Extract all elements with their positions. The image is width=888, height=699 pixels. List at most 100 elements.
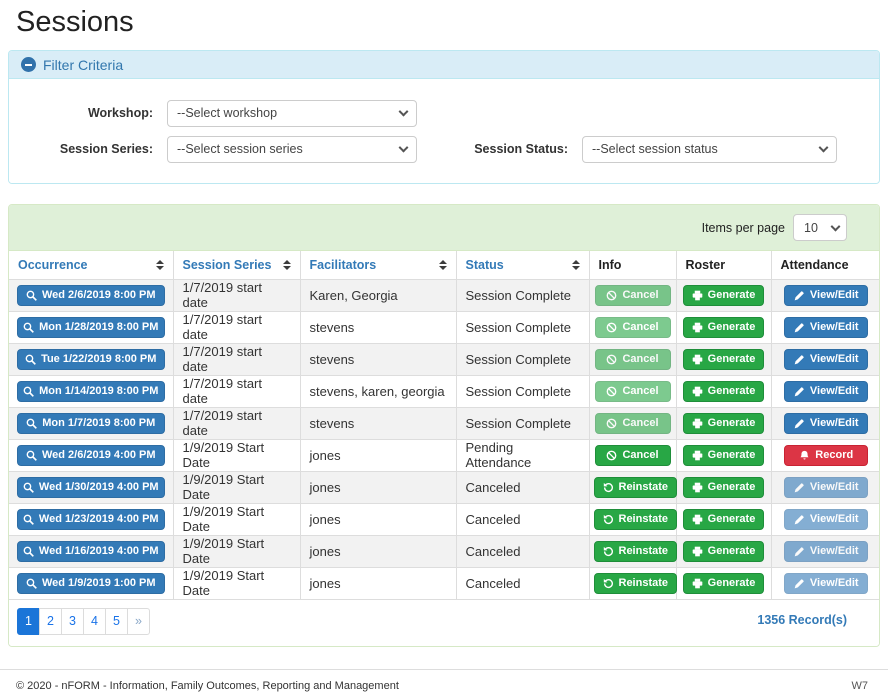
column-label: Facilitators	[309, 257, 377, 272]
workshop-label: Workshop:	[87, 106, 153, 120]
pagination-next-button[interactable]: »	[127, 607, 150, 635]
table-row: Mon 1/7/2019 8:00 PM 1/7/2019 start date…	[9, 407, 879, 440]
info-button[interactable]: Cancel	[594, 316, 671, 338]
session-series-cell: 1/9/2019 Start Date	[173, 567, 301, 600]
column-label: Status	[465, 257, 504, 272]
session-series-select[interactable]: --Select session series	[167, 135, 417, 163]
attendance-button[interactable]: View/Edit	[784, 412, 869, 434]
attendance-button[interactable]: View/Edit	[784, 380, 869, 402]
occurrence-button[interactable]: Mon 1/28/2019 8:00 PM	[16, 316, 165, 338]
facilitators-cell: jones	[300, 471, 457, 504]
column-header-facilitators[interactable]: Facilitators	[300, 251, 457, 280]
occurrence-label: Mon 1/7/2019 8:00 PM	[42, 417, 156, 429]
pagination-page-1[interactable]: 1	[17, 607, 40, 635]
sessions-panel: Items per page 10 Occurrence Session Seri…	[8, 204, 880, 647]
roster-generate-button[interactable]: Generate	[682, 284, 765, 306]
attendance-button[interactable]: View/Edit	[784, 540, 869, 562]
pencil-icon	[794, 386, 805, 397]
column-header-occurrence[interactable]: Occurrence	[9, 251, 174, 280]
info-button[interactable]: Reinstate	[593, 476, 678, 498]
attendance-button[interactable]: View/Edit	[784, 572, 869, 594]
search-icon	[23, 322, 35, 333]
pencil-icon	[794, 546, 805, 557]
roster-generate-button[interactable]: Generate	[682, 316, 765, 338]
occurrence-button[interactable]: Wed 1/30/2019 4:00 PM	[16, 476, 165, 498]
column-label: Attendance	[780, 257, 849, 272]
search-icon	[26, 418, 38, 429]
table-row: Wed 1/30/2019 4:00 PM 1/9/2019 Start Dat…	[9, 471, 879, 504]
attendance-button[interactable]: View/Edit	[784, 284, 869, 306]
occurrence-label: Wed 2/6/2019 4:00 PM	[41, 449, 156, 461]
occurrence-button[interactable]: Mon 1/7/2019 8:00 PM	[16, 412, 165, 434]
sort-icon	[277, 259, 291, 270]
roster-generate-button[interactable]: Generate	[682, 572, 765, 594]
attendance-button[interactable]: View/Edit	[784, 508, 869, 530]
environment-label: W7	[851, 679, 869, 692]
roster-generate-button[interactable]: Generate	[682, 508, 765, 530]
pencil-icon	[794, 290, 805, 301]
info-button[interactable]: Reinstate	[593, 540, 678, 562]
pagination-page-2[interactable]: 2	[39, 607, 62, 635]
info-button[interactable]: Reinstate	[593, 508, 678, 530]
column-header-info: Info	[589, 251, 677, 280]
ban-icon	[606, 418, 617, 429]
session-series-cell: 1/7/2019 start date	[173, 407, 301, 440]
roster-generate-button[interactable]: Generate	[682, 380, 765, 402]
pencil-icon	[794, 322, 805, 333]
ban-icon	[606, 354, 617, 365]
facilitators-cell: stevens, karen, georgia	[300, 375, 457, 408]
occurrence-button[interactable]: Wed 2/6/2019 8:00 PM	[16, 284, 165, 306]
info-button[interactable]: Cancel	[594, 444, 671, 466]
workshop-select[interactable]: --Select workshop	[167, 99, 417, 127]
occurrence-button[interactable]: Wed 1/23/2019 4:00 PM	[16, 508, 165, 530]
roster-generate-button[interactable]: Generate	[682, 540, 765, 562]
pagination-page-3[interactable]: 3	[61, 607, 84, 635]
attendance-button[interactable]: Record	[784, 444, 869, 466]
occurrence-button[interactable]: Tue 1/22/2019 8:00 PM	[16, 348, 165, 370]
status-cell: Canceled	[456, 471, 590, 504]
info-button[interactable]: Cancel	[594, 284, 671, 306]
print-icon	[692, 578, 703, 589]
undo-icon	[603, 578, 614, 589]
items-per-page-select[interactable]: 10	[793, 214, 847, 241]
table-row: Mon 1/28/2019 8:00 PM 1/7/2019 start dat…	[9, 311, 879, 344]
occurrence-button[interactable]: Wed 1/9/2019 1:00 PM	[16, 572, 165, 594]
undo-icon	[603, 546, 614, 557]
info-button[interactable]: Reinstate	[593, 572, 678, 594]
column-header-status[interactable]: Status	[456, 251, 590, 280]
occurrence-button[interactable]: Wed 1/16/2019 4:00 PM	[16, 540, 165, 562]
search-icon	[23, 514, 34, 525]
sort-icon	[150, 259, 164, 270]
info-button[interactable]: Cancel	[594, 380, 671, 402]
info-button[interactable]: Cancel	[594, 348, 671, 370]
filter-criteria-header[interactable]: Filter Criteria	[9, 51, 879, 79]
roster-generate-button[interactable]: Generate	[682, 348, 765, 370]
attendance-button[interactable]: View/Edit	[784, 348, 869, 370]
roster-generate-button[interactable]: Generate	[682, 476, 765, 498]
table-row: Mon 1/14/2019 8:00 PM 1/7/2019 start dat…	[9, 375, 879, 408]
ban-icon	[606, 386, 617, 397]
attendance-button[interactable]: View/Edit	[784, 316, 869, 338]
table-row: Wed 2/6/2019 4:00 PM 1/9/2019 Start Date…	[9, 439, 879, 472]
session-series-cell: 1/9/2019 Start Date	[173, 503, 301, 536]
page-title: Sessions	[16, 6, 134, 38]
ban-icon	[606, 290, 617, 301]
info-button[interactable]: Cancel	[594, 412, 671, 434]
attendance-button[interactable]: View/Edit	[784, 476, 869, 498]
occurrence-button[interactable]: Mon 1/14/2019 8:00 PM	[16, 380, 165, 402]
table-footer: 1 2 3 4 5» 1356 Record(s)	[9, 599, 879, 646]
session-series-cell: 1/9/2019 Start Date	[173, 439, 301, 472]
roster-generate-button[interactable]: Generate	[682, 444, 765, 466]
page-footer: © 2020 - nFORM - Information, Family Out…	[0, 668, 888, 692]
session-status-select[interactable]: --Select session status	[582, 135, 837, 163]
roster-generate-button[interactable]: Generate	[682, 412, 765, 434]
occurrence-label: Wed 1/23/2019 4:00 PM	[38, 513, 159, 525]
pagination-page-4[interactable]: 4	[83, 607, 106, 635]
occurrence-button[interactable]: Wed 2/6/2019 4:00 PM	[16, 444, 165, 466]
pencil-icon	[794, 578, 805, 589]
items-per-page-label: Items per page	[701, 220, 785, 235]
table-row: Wed 2/6/2019 8:00 PM 1/7/2019 start date…	[9, 279, 879, 312]
ban-icon	[606, 450, 617, 461]
pagination-page-5[interactable]: 5	[105, 607, 128, 635]
column-header-session-series[interactable]: Session Series	[173, 251, 301, 280]
